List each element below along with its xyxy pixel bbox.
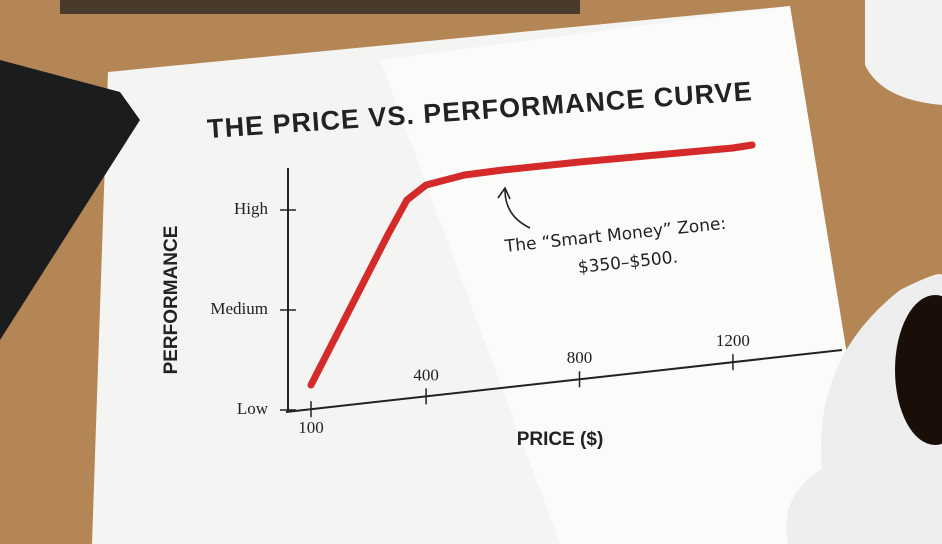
x-tick-label: 1200 xyxy=(716,331,750,350)
x-tick-label: 100 xyxy=(298,418,324,437)
x-tick-label: 400 xyxy=(413,365,439,384)
y-tick-label: Low xyxy=(237,399,269,418)
y-axis-label: PERFORMANCE xyxy=(161,226,182,375)
coffee xyxy=(895,295,942,445)
y-tick-label: Medium xyxy=(210,299,268,318)
phone xyxy=(0,60,140,340)
light xyxy=(380,6,878,544)
keyboard-edge xyxy=(60,0,580,14)
x-axis xyxy=(285,349,843,413)
annotation-arrow xyxy=(497,186,531,229)
cup-top xyxy=(865,0,942,105)
x-axis-label: PRICE ($) xyxy=(517,429,604,450)
performance-curve xyxy=(307,141,756,389)
y-tick-label: High xyxy=(234,199,269,218)
x-tick-label: 800 xyxy=(567,348,593,367)
